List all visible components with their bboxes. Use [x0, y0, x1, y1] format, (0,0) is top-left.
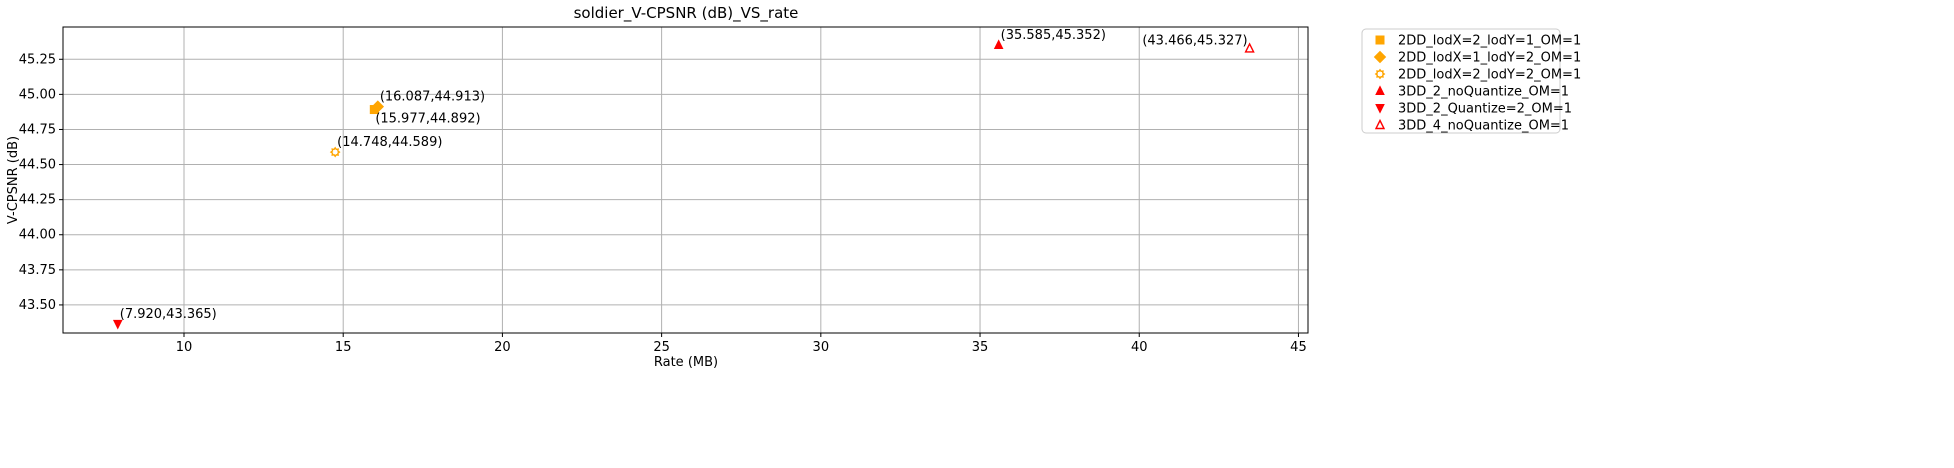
data-label: (43.466,45.327) [1142, 33, 1247, 48]
legend-label: 2DD_lodX=2_lodY=2_OM=1 [1398, 68, 1581, 83]
y-axis-title: V-CPSNR (dB) [6, 136, 21, 224]
data-point [371, 100, 385, 113]
y-tick-label: 44.00 [19, 228, 56, 243]
data-label: (16.087,44.913) [380, 90, 485, 105]
data-label: (14.748,44.589) [337, 135, 442, 150]
legend: 2DD_lodX=2_lodY=1_OM=1 2DD_lodX=1_lodY=2_… [1361, 28, 1581, 134]
y-tick-label: 43.50 [19, 298, 56, 313]
legend-marker [1375, 104, 1385, 114]
data-point [329, 146, 341, 158]
data-point [993, 39, 1004, 49]
legend-label: 2DD_lodX=1_lodY=2_OM=1 [1398, 51, 1581, 66]
grid-lines [63, 27, 1308, 333]
x-tick-label: 25 [653, 340, 670, 355]
y-tick-label: 44.50 [19, 158, 56, 173]
legend-label: 3DD_2_noQuantize_OM=1 [1398, 85, 1569, 100]
data-label: (35.585,45.352) [1001, 28, 1106, 43]
y-tick-label: 44.75 [19, 122, 56, 137]
data-labels: (15.977,44.892) (16.087,44.913) (14.748,44… [120, 28, 1248, 322]
legend-marker [1374, 68, 1386, 80]
axis-ticks: 10 15 20 25 30 35 40 45 43.50 43.75 44.00 44.25 44.5… [19, 52, 1307, 355]
y-tick-label: 44.25 [19, 193, 56, 208]
legend-label: 3DD_4_noQuantize_OM=1 [1398, 119, 1569, 134]
x-tick-label: 35 [972, 340, 989, 355]
data-label: (7.920,43.365) [120, 307, 217, 322]
x-tick-label: 45 [1290, 340, 1307, 355]
y-tick-label: 43.75 [19, 263, 56, 278]
legend-label: 3DD_2_Quantize=2_OM=1 [1398, 102, 1572, 117]
plot-area-frame [62, 26, 1309, 334]
x-tick-label: 10 [176, 340, 193, 355]
data-point [1244, 42, 1255, 53]
y-tick-label: 45.00 [19, 87, 56, 102]
legend-marker [1375, 85, 1385, 95]
x-tick-label: 15 [335, 340, 352, 355]
data-point [112, 319, 123, 330]
legend-frame [1361, 28, 1561, 134]
x-tick-label: 40 [1131, 340, 1148, 355]
data-label: (15.977,44.892) [375, 112, 480, 127]
legend-marker [1375, 35, 1385, 45]
y-tick-label: 45.25 [19, 52, 56, 67]
x-tick-label: 30 [813, 340, 830, 355]
chart-title: soldier_V-CPSNR (dB)_VS_rate [574, 4, 799, 23]
x-tick-label: 20 [494, 340, 511, 355]
data-points [112, 39, 1255, 330]
x-axis-title: Rate (MB) [654, 355, 718, 370]
legend-marker [1373, 50, 1387, 64]
legend-marker [1374, 118, 1386, 130]
legend-label: 2DD_lodX=2_lodY=1_OM=1 [1398, 34, 1581, 49]
